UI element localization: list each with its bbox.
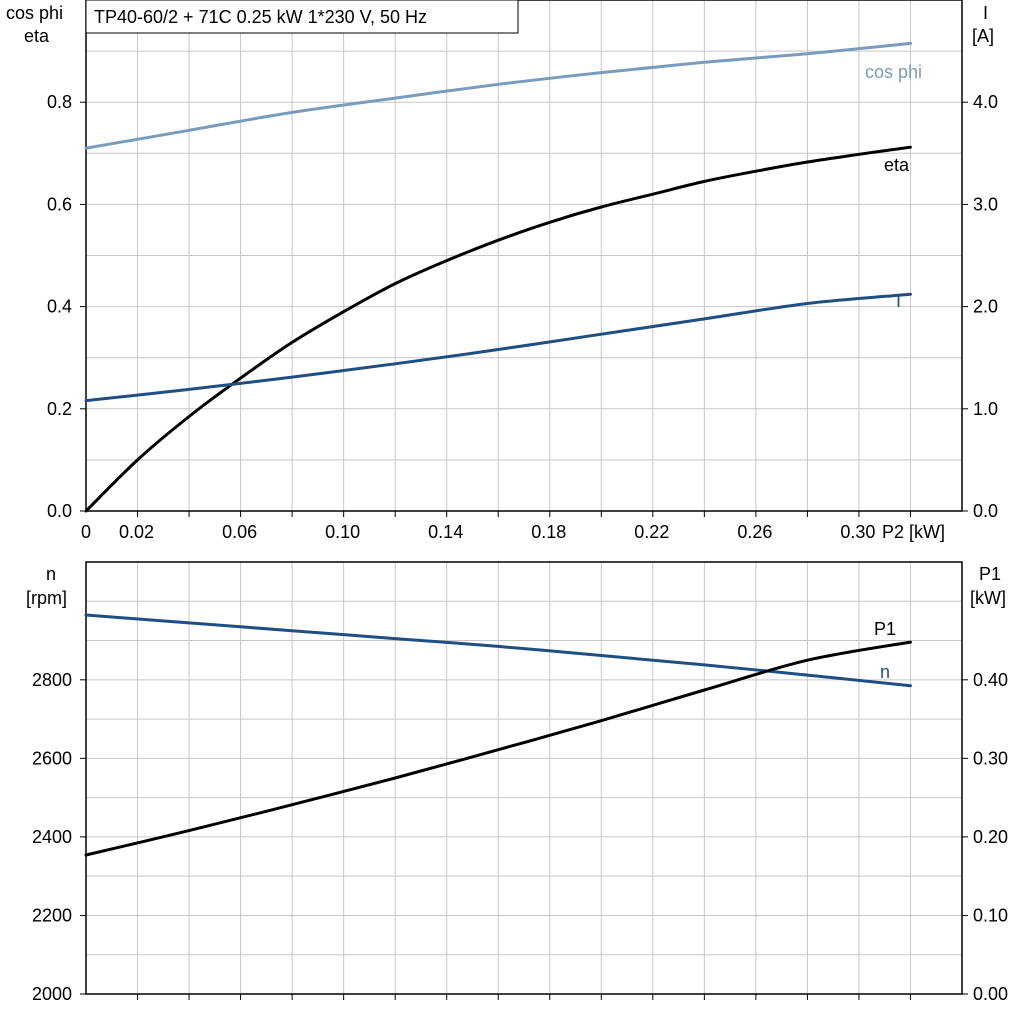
bottom-tick-labels: 2000 2200 2400 2600 2800 0.00 0.10 0.20 0.30 0.40 [32,670,1008,1004]
series-label-speed: n [880,662,890,682]
top-left-tick-label: 0.2 [47,399,72,419]
x-tick-label: 0.26 [737,522,772,542]
x-tick-label: 0 [81,522,91,542]
bottom-right-tick-label: 0.10 [973,905,1008,925]
top-left-axis-label-2: eta [24,26,50,46]
bottom-series-lines [84,613,912,857]
series-line-eta [84,145,912,513]
top-right-tick-label: 3.0 [973,194,998,214]
x-tick-label: 0.30 [840,522,875,542]
bottom-grid [86,562,962,1000]
bottom-left-tick-label: 2800 [32,670,72,690]
top-right-axis-label-2: [A] [972,26,994,46]
top-left-tick-label: 0.8 [47,92,72,112]
top-right-tick-label: 2.0 [973,297,998,317]
top-right-tick-label: 0.0 [973,501,998,521]
x-axis-label: P2 [kW] [882,522,945,542]
bottom-left-axis-label-2: [rpm] [26,588,67,608]
x-tick-label: 0.10 [325,522,360,542]
bottom-left-axis-label-1: n [46,564,56,584]
bottom-right-tick-label: 0.20 [973,827,1008,847]
bottom-left-tick-label: 2400 [32,827,72,847]
top-left-tick-label: 0.0 [47,501,72,521]
x-tick-label: 0.22 [634,522,669,542]
top-left-tick-label: 0.4 [47,297,72,317]
title-box [85,0,519,34]
top-right-tick-label: 4.0 [973,92,998,112]
bottom-right-tick-label: 0.30 [973,748,1008,768]
chart-title: TP40-60/2 + 71C 0.25 kW 1*230 V, 50 Hz [94,7,427,27]
top-plot-frame [85,0,963,512]
bottom-left-tick-label: 2200 [32,905,72,925]
series-line-cos-phi [84,41,912,150]
x-tick-label: 0.14 [428,522,463,542]
bottom-right-axis-label-1: P1 [979,564,1001,584]
series-label-current: I [896,291,901,311]
top-right-tick-label: 1.0 [973,399,998,419]
bottom-chart: 2000 2200 2400 2600 2800 0.00 0.10 0.20 0.30 0.40… [26,561,1008,1004]
series-label-p1: P1 [874,619,896,639]
top-right-axis-label-1: I [983,3,988,23]
top-tick-labels: 0.0 0.2 0.4 0.6 0.8 0.0 1.0 2.0 3.0 4.0 0 0.02 0.06 0… [47,92,998,542]
top-left-axis-label-1: cos phi [6,3,63,23]
bottom-right-tick-label: 0.00 [973,984,1008,1004]
series-line-n [84,613,912,688]
series-line-i [84,292,912,403]
bottom-left-tick-label: 2000 [32,984,72,1004]
top-left-tick-label: 0.6 [47,194,72,214]
series-label-cosphi: cos phi [865,62,922,82]
bottom-right-tick-label: 0.40 [973,670,1008,690]
x-tick-label: 0.06 [222,522,257,542]
series-label-eta: eta [884,155,910,175]
top-series-lines [84,41,912,513]
x-tick-label: 0.02 [119,522,154,542]
x-tick-label: 0.18 [531,522,566,542]
top-grid [86,0,962,517]
bottom-right-axis-label-2: [kW] [970,588,1006,608]
bottom-plot-frame [85,561,963,995]
top-chart: 0.0 0.2 0.4 0.6 0.8 0.0 1.0 2.0 3.0 4.0 0 0.02 0.06 0… [6,0,998,542]
series-line-p1 [84,640,912,857]
bottom-left-tick-label: 2600 [32,748,72,768]
